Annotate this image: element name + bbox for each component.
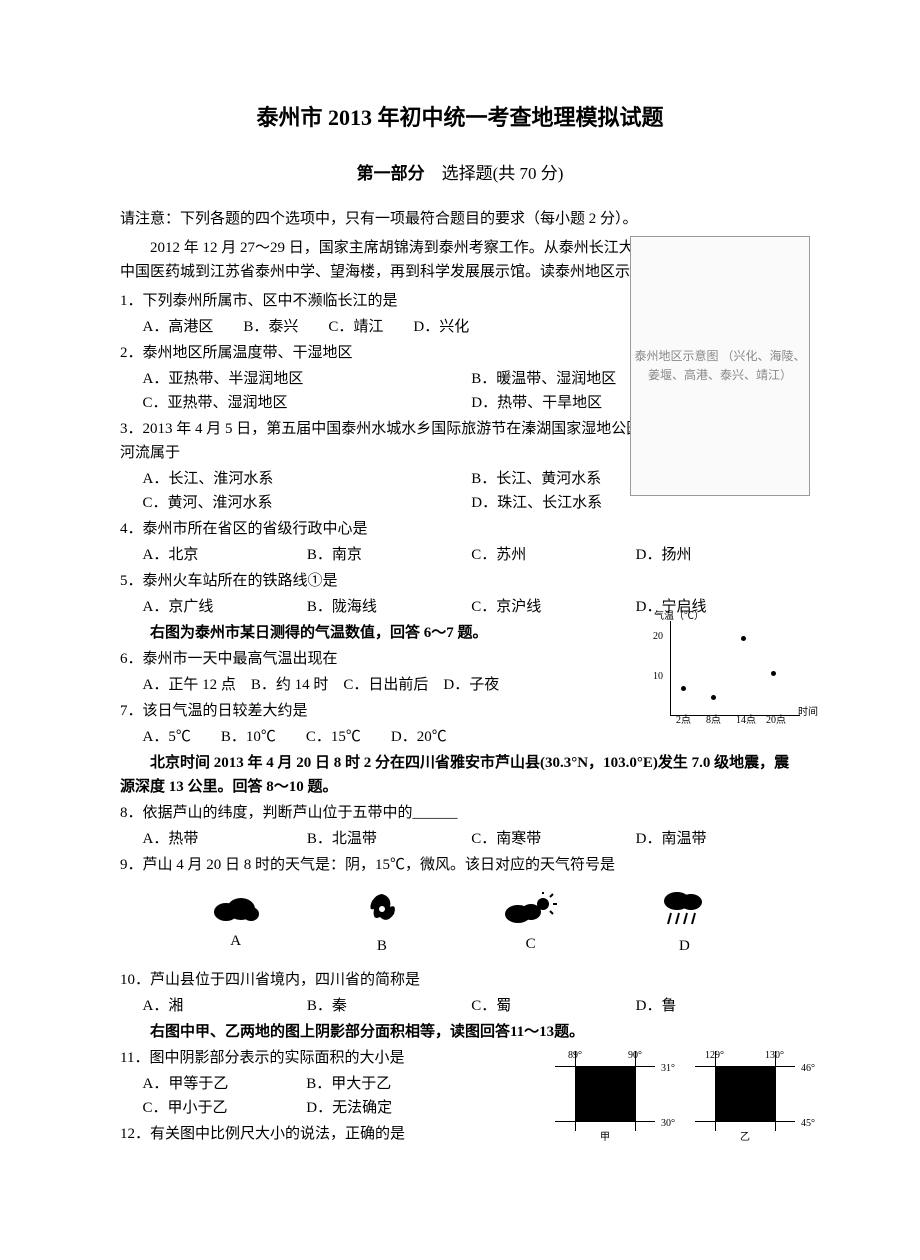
q5-opt-c: C．京沪线	[471, 595, 635, 619]
partly-cloudy-icon	[503, 892, 558, 927]
q1-opt-d: D．兴化	[413, 319, 469, 335]
yi-top-lat: 46°	[801, 1061, 815, 1077]
q10-opt-a: A．湘	[143, 994, 307, 1018]
context-3: 北京时间 2013 年 4 月 20 日 8 时 2 分在四川省雅安市芦山县(3…	[120, 751, 800, 799]
q7-opt-a: A．5℃	[143, 729, 191, 745]
q4-opt-b: B．南京	[307, 543, 471, 567]
q2-opt-a: A．亚热带、半湿润地区	[143, 367, 472, 391]
weather-icon-row: A B C D	[120, 879, 800, 968]
weather-icon-d: D	[659, 889, 709, 958]
chart-point-1	[711, 695, 716, 700]
q6-opt-b: B．约 14 时	[251, 677, 329, 693]
section-heading-bold: 第一部分	[357, 164, 425, 183]
q8-text: 8．依据芦山的纬度，判断芦山位于五带中的______	[120, 801, 800, 825]
q11-opt-b: B．甲大于乙	[306, 1072, 470, 1096]
q8-options: A．热带 B．北温带 C．南寒带 D．南温带	[120, 827, 800, 851]
q5-opt-a: A．京广线	[143, 595, 307, 619]
ytick-10: 10	[653, 669, 663, 685]
jia-left-lon: 89°	[568, 1048, 582, 1064]
jia-top-lat: 31°	[661, 1061, 675, 1077]
yi-label: 乙	[740, 1130, 750, 1146]
q10-options: A．湘 B．秦 C．蜀 D．鲁	[120, 994, 800, 1018]
weather-label-a: A	[211, 929, 261, 953]
chart-point-3	[771, 671, 776, 676]
q1-opt-b: B．泰兴	[243, 319, 298, 335]
chart-point-2	[741, 636, 746, 641]
rain-icon	[659, 889, 709, 929]
q8-opt-d: D．南温带	[636, 827, 800, 851]
map-yi: 129° 130° 46° 45° 乙	[690, 1051, 800, 1141]
weather-label-c: C	[503, 932, 558, 956]
q10-text: 10．芦山县位于四川省境内，四川省的简称是	[120, 968, 800, 992]
chart-xlabel: 时间	[798, 705, 818, 721]
q10-opt-b: B．秦	[307, 994, 471, 1018]
map-jia-shaded	[575, 1066, 635, 1121]
chart-axes: 20 10 2点 8点 14点 20点 时间	[670, 621, 800, 716]
q7-opt-c: C．15℃	[306, 729, 361, 745]
q4-options: A．北京 B．南京 C．苏州 D．扬州	[120, 543, 800, 567]
weather-icon-c: C	[503, 892, 558, 956]
xtick-0: 2点	[676, 713, 691, 729]
q3-opt-a: A．长江、淮河水系	[143, 467, 472, 491]
xtick-3: 20点	[766, 713, 786, 729]
xtick-2: 14点	[736, 713, 756, 729]
xtick-1: 8点	[706, 713, 721, 729]
q1-opt-c: C．靖江	[328, 319, 383, 335]
q7-opt-d: D．20℃	[391, 729, 447, 745]
weather-icon-a: A	[211, 894, 261, 953]
yi-right-lon: 130°	[765, 1048, 784, 1064]
q4-text: 4．泰州市所在省区的省级行政中心是	[120, 517, 800, 541]
q2-opt-c: C．亚热带、湿润地区	[143, 391, 472, 415]
yi-left-lon: 129°	[705, 1048, 724, 1064]
q6-opt-d: D．子夜	[443, 677, 499, 693]
jia-label: 甲	[600, 1130, 610, 1146]
overcast-icon	[211, 894, 261, 924]
section-heading-rest: 选择题(共 70 分)	[425, 164, 564, 183]
q1-opt-a: A．高港区	[143, 319, 214, 335]
q9-text: 9．芦山 4 月 20 日 8 时的天气是：阴，15℃，微风。该日对应的天气符号…	[120, 853, 800, 877]
map-jia: 89° 90° 31° 30° 甲	[550, 1051, 660, 1141]
temperature-chart: 气温（℃） 20 10 2点 8点 14点 20点 时间	[660, 621, 800, 731]
section-heading: 第一部分 选择题(共 70 分)	[120, 160, 800, 187]
q11-opt-d: D．无法确定	[306, 1096, 470, 1120]
weather-icon-b: B	[362, 889, 402, 958]
jia-bottom-lat: 30°	[661, 1116, 675, 1132]
chart-point-0	[681, 686, 686, 691]
typhoon-icon	[362, 889, 402, 929]
context-4: 右图中甲、乙两地的图上阴影部分面积相等，读图回答11～13题。	[120, 1020, 800, 1044]
jia-right-lon: 90°	[628, 1048, 642, 1064]
q4-opt-a: A．北京	[143, 543, 307, 567]
weather-label-b: B	[362, 934, 402, 958]
q5-text: 5．泰州火车站所在的铁路线①是	[120, 569, 800, 593]
q8-opt-b: B．北温带	[307, 827, 471, 851]
q10-opt-c: C．蜀	[471, 994, 635, 1018]
yi-bottom-lat: 45°	[801, 1116, 815, 1132]
instruction-text: 请注意：下列各题的四个选项中，只有一项最符合题目的要求（每小题 2 分）。	[120, 207, 800, 231]
q8-opt-a: A．热带	[143, 827, 307, 851]
q11-opt-c: C．甲小于乙	[143, 1096, 307, 1120]
exam-title: 泰州市 2013 年初中统一考查地理模拟试题	[120, 100, 800, 135]
two-map-diagrams: 89° 90° 31° 30° 甲 129° 130° 46° 45° 乙	[550, 1051, 800, 1141]
q4-opt-c: C．苏州	[471, 543, 635, 567]
q3-opt-c: C．黄河、淮河水系	[143, 491, 472, 515]
map-yi-shaded	[715, 1066, 775, 1121]
q6-opt-a: A．正午 12 点	[143, 677, 236, 693]
q8-opt-c: C．南寒带	[471, 827, 635, 851]
q6-opt-c: C．日出前后	[343, 677, 428, 693]
q5-opt-b: B．陇海线	[307, 595, 471, 619]
q11-opt-a: A．甲等于乙	[143, 1072, 307, 1096]
taizhou-map-placeholder: 泰州地区示意图 （兴化、海陵、姜堰、高港、泰兴、靖江）	[630, 236, 810, 496]
ytick-20: 20	[653, 629, 663, 645]
q10-opt-d: D．鲁	[636, 994, 800, 1018]
q7-opt-b: B．10℃	[221, 729, 276, 745]
weather-label-d: D	[659, 934, 709, 958]
q11-options: A．甲等于乙B．甲大于乙 C．甲小于乙D．无法确定	[120, 1072, 470, 1120]
q4-opt-d: D．扬州	[636, 543, 800, 567]
